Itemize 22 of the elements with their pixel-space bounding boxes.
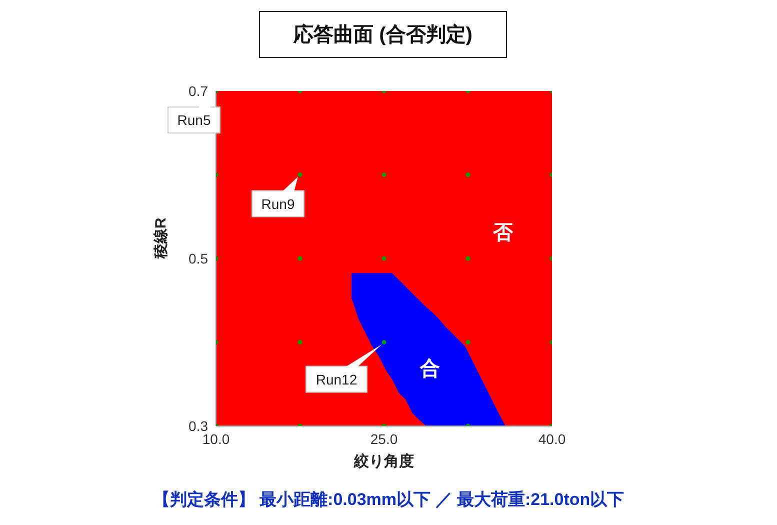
x-tick-label: 40.0 xyxy=(538,430,566,447)
point xyxy=(466,172,470,177)
x-axis-title: 絞り角度 xyxy=(353,452,414,470)
point xyxy=(298,340,302,344)
chart-title: 応答曲面 (合否判定) xyxy=(259,11,507,58)
annotation: Run5 xyxy=(177,112,211,128)
point xyxy=(466,340,470,344)
annotation: 否 xyxy=(492,221,514,246)
x-tick-label: 25.0 xyxy=(370,430,398,447)
point xyxy=(382,340,386,344)
text: 【判定条件】 最小距離:0.03mm以下 ／ 最大荷重:21.0ton以下 xyxy=(152,489,626,511)
annotation: 合 xyxy=(418,357,441,382)
annotation: Run9 xyxy=(261,196,295,212)
point xyxy=(298,256,302,261)
y-axis-title: 稜線R xyxy=(152,218,170,260)
annotation: Run12 xyxy=(316,371,358,388)
point xyxy=(298,172,302,177)
point xyxy=(382,172,386,177)
point xyxy=(382,256,386,261)
callout-box: Run12 xyxy=(306,344,382,393)
y-tick-label: 0.5 xyxy=(188,250,208,266)
point xyxy=(466,256,470,261)
